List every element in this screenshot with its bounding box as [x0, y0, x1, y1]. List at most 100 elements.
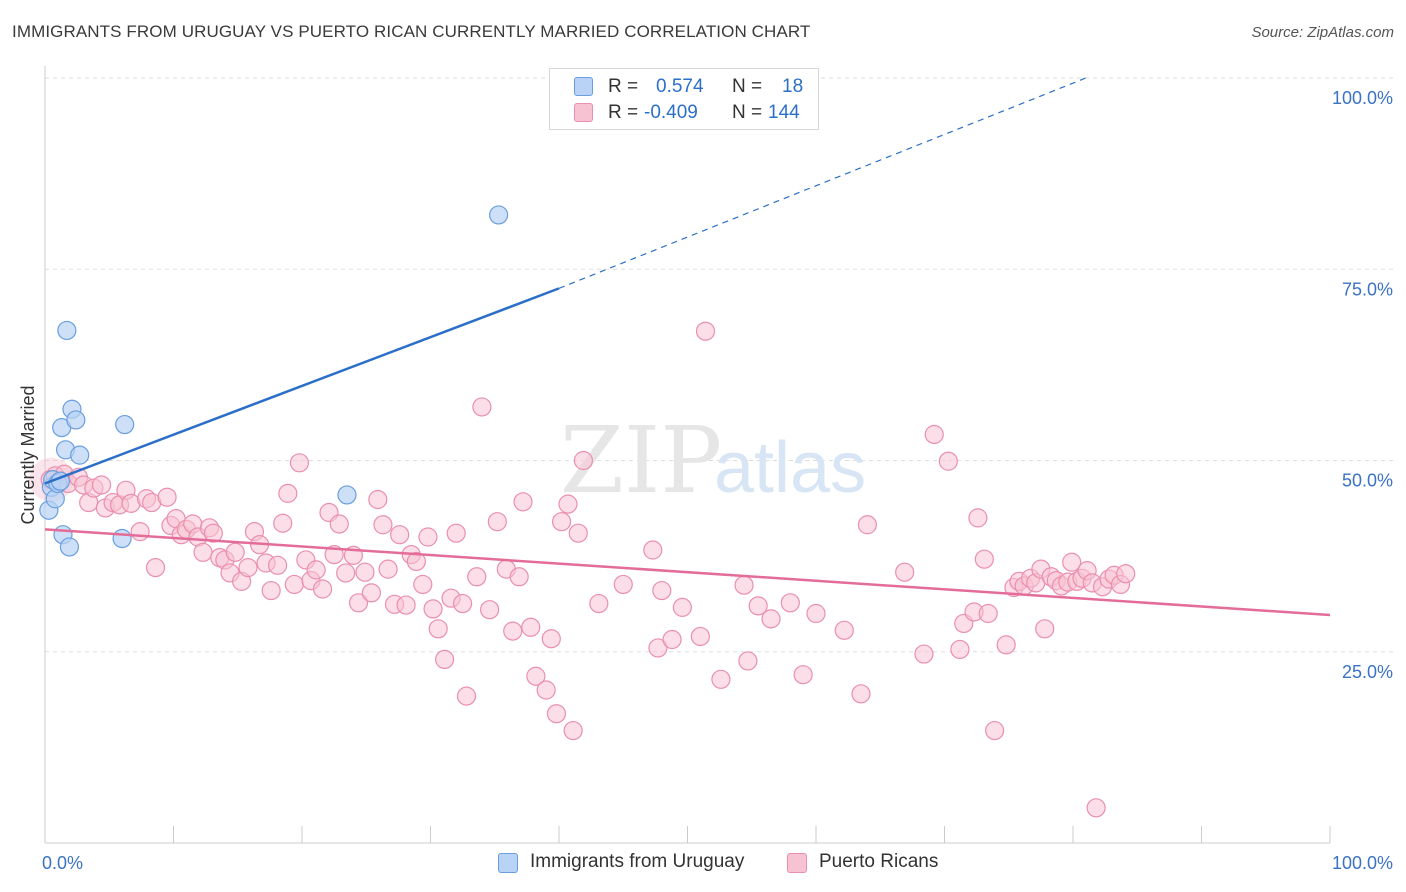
- source-label: Source: ZipAtlas.com: [1251, 24, 1394, 41]
- series-puerto-ricans: [29, 321, 1136, 818]
- point-puerto-ricans: [643, 540, 663, 560]
- point-puerto-ricans: [662, 629, 682, 650]
- point-puerto-ricans: [238, 557, 258, 578]
- point-puerto-ricans: [1116, 564, 1136, 584]
- point-puerto-ricans: [130, 522, 150, 542]
- chart-title: IMMIGRANTS FROM URUGUAY VS PUERTO RICAN …: [12, 22, 811, 41]
- point-puerto-ricans: [806, 603, 826, 624]
- point-puerto-ricans: [378, 559, 398, 579]
- bottom-legend-label: Puerto Ricans: [819, 851, 939, 872]
- point-puerto-ricans: [652, 580, 672, 601]
- point-puerto-ricans: [521, 617, 541, 637]
- point-puerto-ricans: [950, 639, 970, 660]
- point-puerto-ricans: [368, 489, 388, 510]
- point-puerto-ricans: [513, 492, 533, 512]
- point-puerto-ricans: [406, 551, 426, 572]
- x-tick-label: 100.0%: [1332, 853, 1393, 873]
- point-puerto-ricans: [546, 704, 567, 724]
- trend-lines: [44, 77, 1331, 617]
- point-puerto-ricans: [613, 574, 633, 595]
- legend-r-label: R =: [608, 102, 639, 123]
- point-puerto-ricans: [573, 450, 594, 471]
- point-uruguay: [70, 445, 90, 465]
- point-puerto-ricans: [435, 649, 455, 670]
- y-tick-label: 100.0%: [1332, 88, 1393, 108]
- point-puerto-ricans: [536, 680, 556, 700]
- point-puerto-ricans: [589, 593, 609, 614]
- watermark-atlas: atlas: [714, 428, 866, 508]
- point-puerto-ricans: [348, 593, 369, 613]
- point-puerto-ricans: [453, 593, 473, 614]
- axes: [44, 66, 1331, 844]
- point-puerto-ricans: [648, 638, 668, 658]
- point-puerto-ricans: [968, 508, 988, 528]
- point-puerto-ricans: [978, 603, 998, 624]
- point-puerto-ricans: [91, 475, 112, 495]
- point-puerto-ricans: [568, 523, 588, 543]
- point-puerto-ricans: [1035, 619, 1055, 639]
- point-puerto-ricans: [157, 487, 177, 507]
- x-tick-label: 0.0%: [42, 853, 83, 873]
- trend-line-puerto-ricans: [44, 528, 1331, 617]
- point-puerto-ricans: [690, 626, 710, 647]
- point-puerto-ricans: [780, 593, 800, 613]
- point-puerto-ricans: [563, 720, 583, 741]
- point-puerto-ricans: [738, 651, 758, 671]
- point-puerto-ricans: [446, 523, 466, 543]
- legend-n-label: N =: [732, 102, 763, 123]
- bottom-swatch-uruguay: [498, 853, 518, 873]
- point-puerto-ricans: [541, 629, 561, 649]
- point-puerto-ricans: [472, 397, 492, 417]
- point-puerto-ricans: [914, 644, 934, 664]
- legend-r-value: 0.574: [656, 76, 704, 97]
- point-puerto-ricans: [748, 596, 768, 616]
- point-uruguay: [57, 320, 77, 341]
- point-puerto-ricans: [938, 451, 958, 471]
- point-puerto-ricans: [413, 574, 433, 595]
- legend-swatch-puerto-ricans: [574, 103, 593, 122]
- point-puerto-ricans: [551, 512, 572, 532]
- y-tick-label: 50.0%: [1342, 471, 1393, 491]
- y-axis-label: Currently Married: [18, 385, 38, 524]
- bottom-legend-label: Immigrants from Uruguay: [530, 851, 745, 872]
- point-puerto-ricans: [503, 621, 523, 641]
- point-puerto-ricans: [761, 609, 781, 629]
- point-puerto-ricans: [857, 515, 878, 535]
- point-puerto-ricans: [974, 549, 994, 569]
- legend-r-label: R =: [608, 76, 639, 97]
- point-puerto-ricans: [985, 720, 1005, 741]
- point-puerto-ricans: [480, 600, 500, 620]
- point-puerto-ricans: [361, 583, 381, 603]
- stats-legend: R = 0.574 N = 18 R = -0.409 N = 144: [549, 68, 819, 130]
- point-puerto-ricans: [329, 514, 349, 534]
- point-puerto-ricans: [278, 483, 298, 503]
- point-puerto-ricans: [456, 686, 477, 706]
- point-puerto-ricans: [355, 562, 375, 582]
- point-puerto-ricans: [672, 597, 692, 617]
- point-puerto-ricans: [734, 575, 754, 595]
- point-puerto-ricans: [396, 595, 416, 615]
- point-puerto-ricans: [312, 579, 333, 599]
- point-puerto-ricans: [695, 321, 716, 341]
- point-puerto-ricans: [996, 635, 1016, 655]
- point-puerto-ricans: [428, 619, 448, 639]
- point-puerto-ricans: [145, 557, 166, 578]
- legend-n-value: 144: [768, 102, 800, 123]
- point-puerto-ricans: [467, 567, 487, 587]
- bottom-swatch-puerto-ricans: [787, 853, 807, 873]
- y-tick-label: 75.0%: [1342, 279, 1393, 299]
- point-puerto-ricans: [851, 684, 871, 704]
- point-puerto-ricans: [418, 527, 438, 547]
- legend-n-label: N =: [732, 76, 763, 97]
- point-puerto-ricans: [306, 560, 326, 580]
- point-puerto-ricans: [203, 523, 223, 543]
- point-puerto-ricans: [289, 453, 310, 473]
- legend-swatch-uruguay: [574, 77, 593, 96]
- tick-labels: 25.0% 50.0% 75.0% 100.0% 0.0% 100.0%: [42, 88, 1393, 873]
- point-puerto-ricans: [373, 515, 393, 535]
- point-uruguay: [66, 410, 86, 430]
- point-puerto-ricans: [558, 494, 578, 514]
- point-puerto-ricans: [895, 562, 915, 582]
- point-puerto-ricans: [273, 513, 293, 533]
